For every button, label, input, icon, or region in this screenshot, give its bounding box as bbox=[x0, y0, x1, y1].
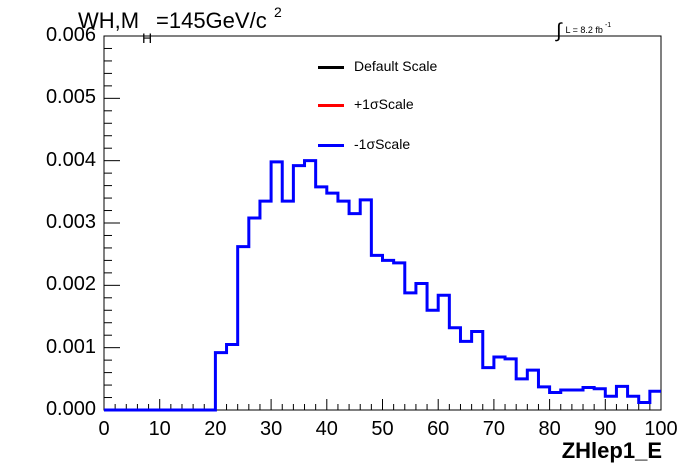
x-tick-label: 0 bbox=[98, 418, 110, 440]
title-rest: =145GeV/c bbox=[156, 8, 267, 33]
legend-swatch-default bbox=[318, 65, 344, 69]
legend-entry-default: Default Scale bbox=[318, 58, 437, 74]
legend-label-default: Default Scale bbox=[354, 58, 438, 74]
x-tick-label: 30 bbox=[259, 418, 283, 440]
legend-entry-plus: +1σScale bbox=[318, 96, 414, 112]
x-tick-label: 60 bbox=[427, 418, 450, 440]
legend-entry-minus: -1σScale bbox=[318, 136, 410, 152]
x-tick-label: 100 bbox=[644, 418, 678, 440]
luminosity-exponent: -1 bbox=[604, 22, 612, 29]
legend-label-plus: +1σScale bbox=[354, 96, 414, 112]
y-tick-label: 0.006 bbox=[45, 24, 96, 46]
plot-frame bbox=[103, 35, 662, 411]
x-tick-label: 10 bbox=[148, 418, 171, 440]
luminosity-label: ∫ L = 8.2 fb -1 bbox=[556, 16, 612, 42]
luminosity-text: L = 8.2 fb bbox=[565, 25, 603, 35]
x-tick-label: 40 bbox=[315, 418, 338, 440]
title-subscript: H bbox=[142, 30, 153, 46]
legend-label-minus: -1σScale bbox=[354, 136, 411, 152]
y-tick-label: 0.000 bbox=[45, 398, 96, 420]
x-tick-label: 80 bbox=[538, 418, 561, 440]
y-tick-label: 0.002 bbox=[45, 273, 96, 296]
title-superscript: 2 bbox=[274, 4, 282, 20]
x-axis-label: ZHlep1_E bbox=[561, 438, 662, 463]
title-prefix: WH,M bbox=[78, 8, 140, 33]
series-layer bbox=[104, 159, 661, 412]
integral-symbol: ∫ bbox=[556, 20, 562, 42]
x-tick-label: 70 bbox=[482, 418, 506, 440]
legend-swatch-minus bbox=[318, 143, 344, 147]
series-line bbox=[104, 159, 661, 412]
legend-swatch-plus bbox=[318, 103, 344, 107]
y-tick-label: 0.004 bbox=[45, 148, 96, 171]
x-tick-label: 20 bbox=[204, 418, 227, 440]
axis-ticks bbox=[103, 35, 662, 411]
y-tick-label: 0.001 bbox=[45, 335, 96, 358]
y-tick-label: 0.003 bbox=[45, 211, 96, 233]
x-tick-label: 90 bbox=[594, 418, 617, 440]
x-tick-label: 50 bbox=[371, 418, 394, 440]
y-tick-label: 0.005 bbox=[45, 86, 96, 109]
